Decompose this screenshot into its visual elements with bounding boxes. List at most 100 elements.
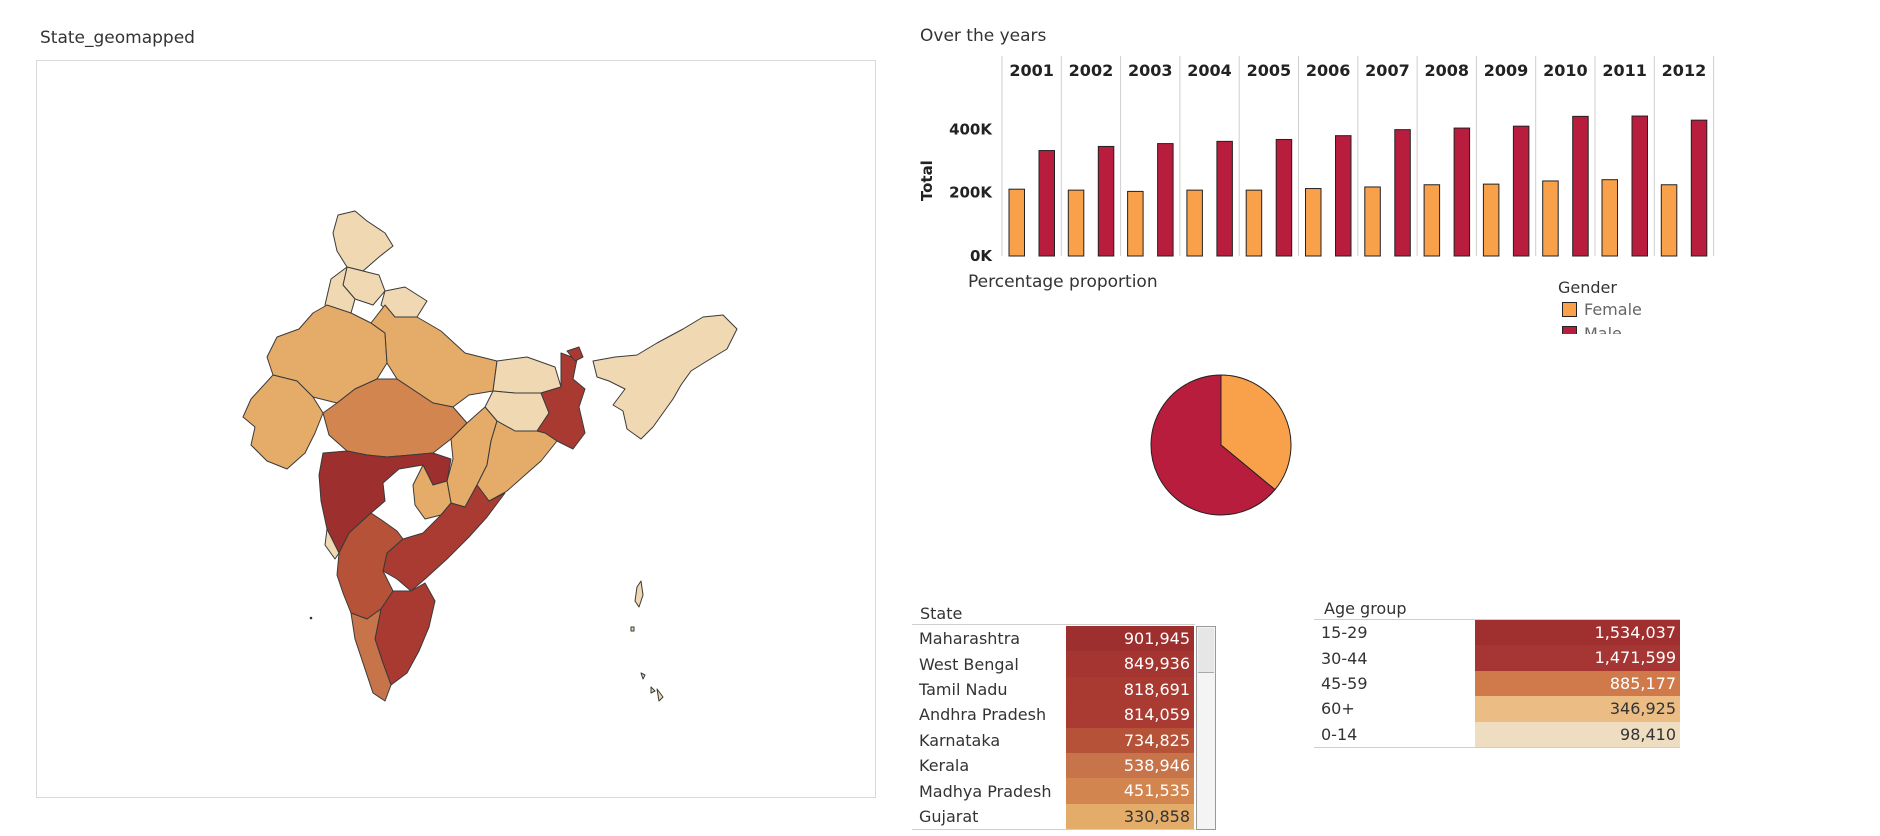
age-table-row[interactable]: 45-59 885,177 xyxy=(1314,670,1680,697)
legend-swatch-female xyxy=(1562,301,1577,317)
state-table-row[interactable]: Maharashtra 901,945 xyxy=(912,626,1195,652)
bar-male-2007[interactable] xyxy=(1394,129,1411,257)
state-table-row[interactable]: Tamil Nadu 818,691 xyxy=(912,676,1195,703)
state-table: Maharashtra 901,945 West Bengal 849,936 Tami… xyxy=(912,626,1195,831)
bar-male-2012[interactable] xyxy=(1690,119,1708,257)
bar-female-2001[interactable] xyxy=(1008,188,1025,257)
state-table-row-label: Kerala xyxy=(919,756,970,776)
age-table-row-label: 15-29 xyxy=(1321,623,1368,643)
age-table-header-rule xyxy=(1314,619,1680,620)
state-table-row-label: Karnataka xyxy=(919,730,1001,750)
map-state-kerala[interactable] xyxy=(350,608,392,702)
state-table-header: State xyxy=(920,604,963,623)
bar-female-2010[interactable] xyxy=(1542,180,1559,257)
bar-male-2008[interactable] xyxy=(1453,127,1471,257)
y-tick-label: 0K xyxy=(970,247,993,262)
y-tick-label: 200K xyxy=(949,184,993,202)
legend-title: Gender xyxy=(1558,278,1617,297)
year-header-label: 2006 xyxy=(1306,61,1351,80)
bar-female-2007[interactable] xyxy=(1364,186,1381,257)
bar-male-2005[interactable] xyxy=(1275,138,1293,257)
map-lakshadweep xyxy=(309,616,313,620)
map-state-uttar-pradesh[interactable] xyxy=(370,304,498,408)
bar-female-2005[interactable] xyxy=(1245,189,1263,257)
year-header-label: 2010 xyxy=(1543,61,1588,80)
bar-male-2006[interactable] xyxy=(1335,135,1352,257)
map-state-gujarat[interactable] xyxy=(242,374,324,470)
age-table-row-value: 98,410 xyxy=(1475,721,1680,747)
pie-slice-male[interactable] xyxy=(1150,374,1276,516)
map-state-goa[interactable] xyxy=(324,528,340,560)
age-table-row-value: 1,471,599 xyxy=(1475,645,1680,671)
state-table-row-value: 451,535 xyxy=(1066,778,1194,804)
bar-female-2011[interactable] xyxy=(1601,179,1618,257)
year-header-label: 2008 xyxy=(1424,61,1469,80)
legend-label-female: Female xyxy=(1584,299,1642,319)
age-table-bottom-rule xyxy=(1314,747,1680,748)
state-table-row[interactable]: Kerala 538,946 xyxy=(912,753,1195,779)
bar-male-2011[interactable] xyxy=(1631,115,1648,257)
bar-female-2004[interactable] xyxy=(1186,189,1203,257)
age-table-row[interactable]: 30-44 1,471,599 xyxy=(1314,645,1680,671)
state-table-row[interactable]: West Bengal 849,936 xyxy=(912,651,1195,677)
map-state-andhra-pradesh[interactable] xyxy=(382,484,506,592)
year-header-label: 2002 xyxy=(1069,61,1114,80)
pie-chart-title: Percentage proportion xyxy=(968,272,1158,292)
year-header-label: 2007 xyxy=(1365,61,1410,80)
bar-female-2006[interactable] xyxy=(1305,188,1322,257)
age-table-header: Age group xyxy=(1324,599,1407,618)
bar-chart-title: Over the years xyxy=(920,26,1047,46)
state-table-row[interactable]: Gujarat 330,858 xyxy=(912,803,1195,830)
state-table-row[interactable]: Madhya Pradesh 451,535 xyxy=(912,778,1195,804)
bar-male-2002[interactable] xyxy=(1097,145,1115,257)
bar-male-2009[interactable] xyxy=(1512,125,1530,257)
bar-male-2004[interactable] xyxy=(1216,140,1233,257)
map-state-west-bengal[interactable] xyxy=(536,352,586,450)
age-table-row-label: 60+ xyxy=(1321,699,1355,719)
bar-female-2008[interactable] xyxy=(1423,184,1441,257)
state-table-row-label: Maharashtra xyxy=(919,629,1021,649)
state-table-row-label: West Bengal xyxy=(919,654,1019,674)
bar-female-2002[interactable] xyxy=(1067,189,1085,257)
map-state-karnataka[interactable] xyxy=(336,512,404,620)
state-table-row[interactable]: Andhra Pradesh 814,059 xyxy=(912,702,1195,728)
pie-slice-female[interactable] xyxy=(1220,374,1292,491)
state-table-row-value: 538,946 xyxy=(1066,753,1194,779)
map-nicobar-islands xyxy=(630,626,664,702)
bar-male-2003[interactable] xyxy=(1157,143,1174,257)
state-table-row-value: 818,691 xyxy=(1066,676,1194,703)
bar-male-2010[interactable] xyxy=(1572,115,1589,257)
map-state-bihar[interactable] xyxy=(492,356,562,394)
state-table-row-value: 814,059 xyxy=(1066,702,1194,728)
year-header-label: 2003 xyxy=(1128,61,1173,80)
state-table-bottom-rule xyxy=(912,829,1195,831)
scrollbar-thumb[interactable] xyxy=(1198,628,1214,673)
bar-chart: 0K 200K 400K Total 2001 2002 2003 2004 2005 2006 2… xyxy=(918,56,1715,262)
map-state-north-east[interactable] xyxy=(592,314,738,440)
age-table-row[interactable]: 60+ 346,925 xyxy=(1314,696,1680,722)
state-table-row[interactable]: Karnataka 734,825 xyxy=(912,727,1195,753)
legend-item-female[interactable]: Female xyxy=(1558,297,1678,321)
legend-label-male: Male xyxy=(1584,323,1622,335)
map-state-jammu-kashmir[interactable] xyxy=(332,210,394,272)
y-tick-label: 400K xyxy=(949,120,993,138)
year-header-label: 2012 xyxy=(1662,61,1707,80)
age-table-row-value: 885,177 xyxy=(1475,670,1680,697)
age-table-row[interactable]: 15-29 1,534,037 xyxy=(1314,620,1680,646)
bar-female-2012[interactable] xyxy=(1660,184,1678,257)
bar-female-2009[interactable] xyxy=(1482,183,1500,257)
state-table-scrollbar[interactable] xyxy=(1196,626,1216,830)
state-table-row-value: 330,858 xyxy=(1066,803,1194,830)
year-header-label: 2004 xyxy=(1187,61,1232,80)
age-table: 15-29 1,534,037 30-44 1,471,599 45-59 885,177… xyxy=(1314,620,1680,748)
age-table-row[interactable]: 0-14 98,410 xyxy=(1314,721,1680,747)
legend-item-male[interactable]: Male xyxy=(1558,321,1678,334)
y-axis-label: Total xyxy=(918,160,936,201)
gender-legend: Gender Female Male xyxy=(1558,278,1678,334)
map-state-odisha[interactable] xyxy=(476,420,558,502)
bar-female-2003[interactable] xyxy=(1127,190,1144,257)
bar-male-2001[interactable] xyxy=(1038,150,1055,257)
map-state-sikkim[interactable] xyxy=(566,346,584,362)
age-table-row-label: 45-59 xyxy=(1321,673,1368,693)
state-table-row-label: Gujarat xyxy=(919,806,979,826)
